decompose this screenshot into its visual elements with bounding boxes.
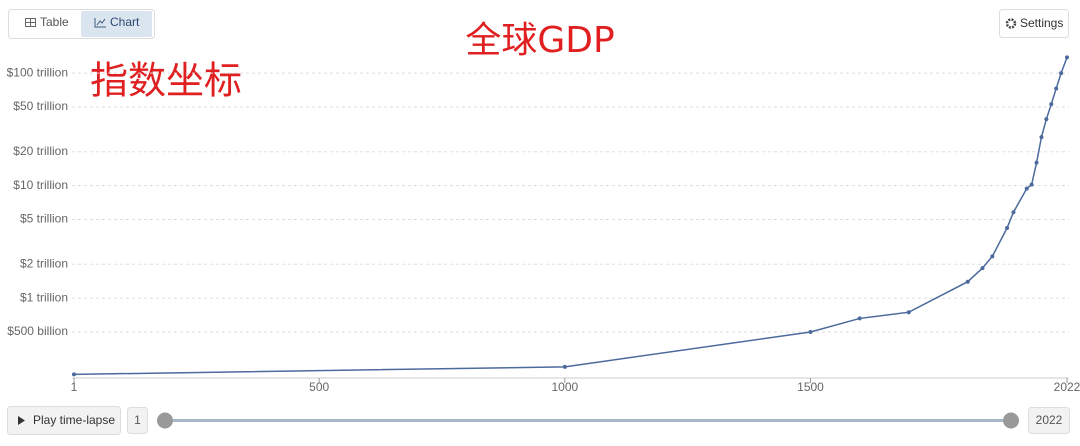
point <box>1024 186 1029 191</box>
y-tick-label: $1 trillion <box>20 290 68 304</box>
point <box>808 329 813 334</box>
settings-button[interactable] <box>999 9 1069 38</box>
line <box>73 57 1068 376</box>
x-tick-label: 1000 <box>551 380 578 394</box>
play-button[interactable] <box>7 406 121 435</box>
chart-title: 全球GDP <box>465 20 614 61</box>
play-label: Play time-lapse <box>33 413 115 427</box>
point <box>72 372 76 377</box>
y-tick-label: $5 trillion <box>20 212 68 226</box>
tab-chart[interactable]: Chart <box>110 15 140 29</box>
annotation: 指数坐标 <box>90 59 242 103</box>
tab-active-bg <box>81 11 152 37</box>
x-tick-label: 1 <box>71 380 78 394</box>
point <box>1054 86 1059 91</box>
y-tick-label: $10 trillion <box>13 178 68 192</box>
point <box>1011 210 1016 215</box>
y-tick-label: $500 billion <box>7 324 68 338</box>
chart-icon <box>94 18 106 28</box>
point <box>1029 182 1034 187</box>
point <box>1005 226 1010 231</box>
x-tick-label: 500 <box>309 380 329 394</box>
y-tick-label: $50 trillion <box>13 99 68 113</box>
timeline-end: 2022 <box>1036 413 1063 427</box>
gear-icon <box>1005 18 1017 29</box>
timeline-end-box <box>1028 407 1070 434</box>
tab-table[interactable]: Table <box>40 15 69 29</box>
point <box>990 254 995 259</box>
point <box>1044 117 1049 122</box>
point <box>906 310 911 315</box>
point <box>980 266 985 271</box>
point <box>1049 102 1054 107</box>
timeline-handle-end[interactable] <box>1003 412 1019 429</box>
y-tick-label: $2 trillion <box>20 256 68 270</box>
point <box>562 364 567 369</box>
point <box>1065 55 1069 60</box>
point <box>1039 135 1044 140</box>
timeline-start-box <box>127 407 148 434</box>
point <box>965 279 970 284</box>
point <box>857 316 862 321</box>
point <box>1059 71 1064 76</box>
x-tick-label: 1500 <box>797 380 824 394</box>
y-tick-label: $100 trillion <box>7 65 68 79</box>
timeline-start: 1 <box>134 413 141 427</box>
play-icon <box>18 416 25 425</box>
y-tick-label: $20 trillion <box>13 144 68 158</box>
timeline-handle-start[interactable] <box>157 412 173 429</box>
settings-label: Settings <box>1020 16 1063 30</box>
point <box>1034 160 1039 165</box>
x-tick-label: 2022 <box>1054 380 1080 394</box>
table-icon <box>25 18 36 27</box>
